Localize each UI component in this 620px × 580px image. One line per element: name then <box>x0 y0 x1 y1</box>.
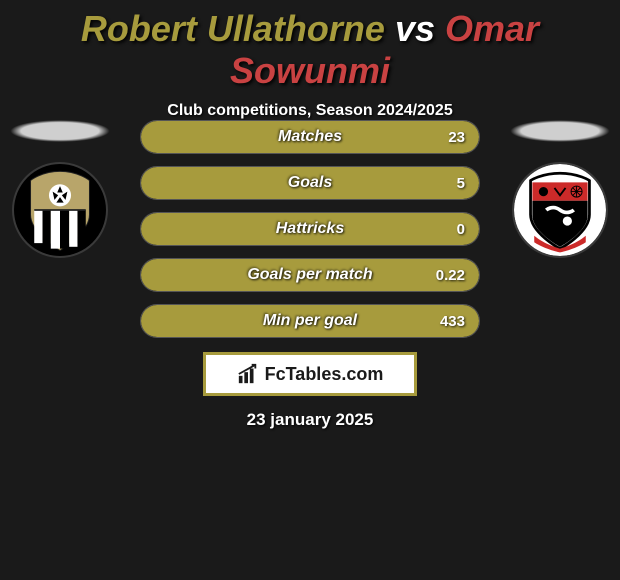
bar-value-right: 0.22 <box>436 259 465 291</box>
fctables-text: FcTables.com <box>265 364 384 385</box>
page-title: Robert Ullathorne vs Omar Sowunmi <box>0 0 620 92</box>
stat-bar: Goals5 <box>140 166 480 200</box>
club-crest-right <box>512 162 608 258</box>
stat-bar: Matches23 <box>140 120 480 154</box>
shadow-ellipse <box>510 120 610 142</box>
bar-label: Goals <box>141 167 479 199</box>
stat-bar: Hattricks0 <box>140 212 480 246</box>
club-crest-left <box>12 162 108 258</box>
bar-value-right: 23 <box>448 121 465 153</box>
club-left <box>10 120 110 258</box>
stat-bars: Matches23 Goals5 Hattricks0 Goals per match… <box>140 120 480 350</box>
bar-label: Matches <box>141 121 479 153</box>
fctables-link[interactable]: FcTables.com <box>203 352 417 396</box>
player1-name: Robert Ullathorne <box>81 8 385 49</box>
bar-value-right: 5 <box>457 167 465 199</box>
bar-label: Goals per match <box>141 259 479 291</box>
club-right <box>510 120 610 258</box>
bar-chart-icon <box>237 363 259 385</box>
bar-label: Min per goal <box>141 305 479 337</box>
vs-text: vs <box>395 8 435 49</box>
stat-bar: Goals per match0.22 <box>140 258 480 292</box>
bar-value-right: 433 <box>440 305 465 337</box>
stat-bar: Min per goal433 <box>140 304 480 338</box>
subtitle: Club competitions, Season 2024/2025 <box>0 102 620 120</box>
bar-label: Hattricks <box>141 213 479 245</box>
date-text: 23 january 2025 <box>0 410 620 430</box>
bar-value-right: 0 <box>457 213 465 245</box>
shadow-ellipse <box>10 120 110 142</box>
